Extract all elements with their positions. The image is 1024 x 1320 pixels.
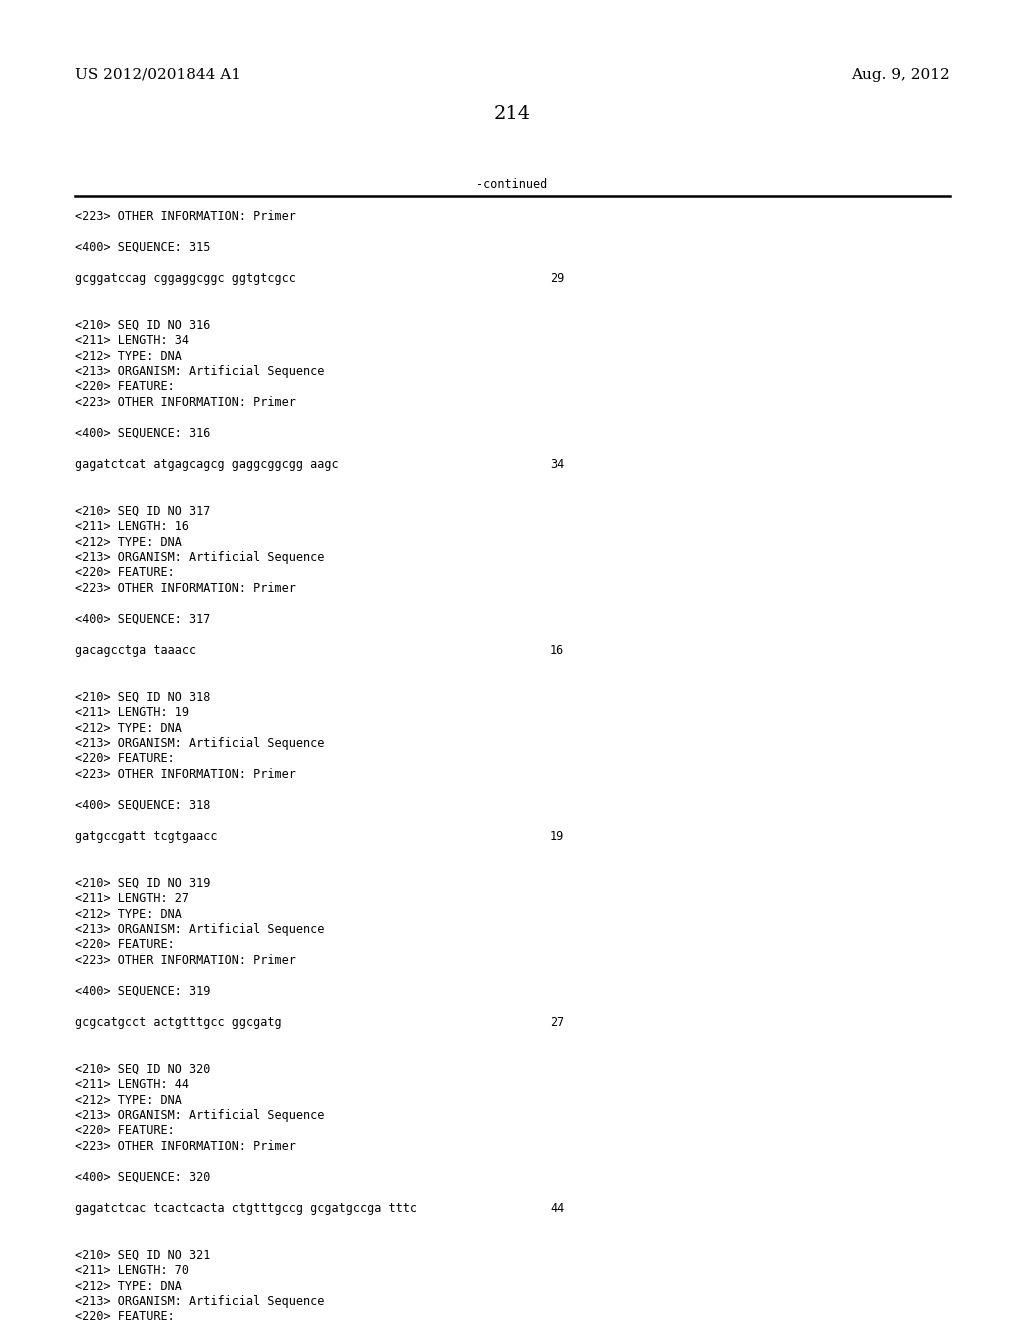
Text: 34: 34 xyxy=(550,458,564,471)
Text: <212> TYPE: DNA: <212> TYPE: DNA xyxy=(75,1279,182,1292)
Text: 44: 44 xyxy=(550,1203,564,1214)
Text: 29: 29 xyxy=(550,272,564,285)
Text: <400> SEQUENCE: 318: <400> SEQUENCE: 318 xyxy=(75,799,210,812)
Text: <210> SEQ ID NO 318: <210> SEQ ID NO 318 xyxy=(75,690,210,704)
Text: <212> TYPE: DNA: <212> TYPE: DNA xyxy=(75,908,182,920)
Text: <211> LENGTH: 44: <211> LENGTH: 44 xyxy=(75,1078,189,1092)
Text: <220> FEATURE:: <220> FEATURE: xyxy=(75,566,175,579)
Text: <211> LENGTH: 16: <211> LENGTH: 16 xyxy=(75,520,189,533)
Text: 27: 27 xyxy=(550,1016,564,1030)
Text: <211> LENGTH: 34: <211> LENGTH: 34 xyxy=(75,334,189,347)
Text: 19: 19 xyxy=(550,830,564,843)
Text: <223> OTHER INFORMATION: Primer: <223> OTHER INFORMATION: Primer xyxy=(75,210,296,223)
Text: <223> OTHER INFORMATION: Primer: <223> OTHER INFORMATION: Primer xyxy=(75,954,296,968)
Text: <223> OTHER INFORMATION: Primer: <223> OTHER INFORMATION: Primer xyxy=(75,582,296,595)
Text: <210> SEQ ID NO 320: <210> SEQ ID NO 320 xyxy=(75,1063,210,1076)
Text: <210> SEQ ID NO 319: <210> SEQ ID NO 319 xyxy=(75,876,210,890)
Text: <213> ORGANISM: Artificial Sequence: <213> ORGANISM: Artificial Sequence xyxy=(75,1109,325,1122)
Text: <213> ORGANISM: Artificial Sequence: <213> ORGANISM: Artificial Sequence xyxy=(75,737,325,750)
Text: <211> LENGTH: 70: <211> LENGTH: 70 xyxy=(75,1265,189,1276)
Text: <223> OTHER INFORMATION: Primer: <223> OTHER INFORMATION: Primer xyxy=(75,1140,296,1152)
Text: <400> SEQUENCE: 319: <400> SEQUENCE: 319 xyxy=(75,985,210,998)
Text: <212> TYPE: DNA: <212> TYPE: DNA xyxy=(75,536,182,549)
Text: <223> OTHER INFORMATION: Primer: <223> OTHER INFORMATION: Primer xyxy=(75,768,296,781)
Text: gagatctcac tcactcacta ctgtttgccg gcgatgccga tttc: gagatctcac tcactcacta ctgtttgccg gcgatgc… xyxy=(75,1203,417,1214)
Text: <213> ORGANISM: Artificial Sequence: <213> ORGANISM: Artificial Sequence xyxy=(75,1295,325,1308)
Text: <400> SEQUENCE: 316: <400> SEQUENCE: 316 xyxy=(75,426,210,440)
Text: <220> FEATURE:: <220> FEATURE: xyxy=(75,752,175,766)
Text: <213> ORGANISM: Artificial Sequence: <213> ORGANISM: Artificial Sequence xyxy=(75,923,325,936)
Text: <212> TYPE: DNA: <212> TYPE: DNA xyxy=(75,722,182,734)
Text: <400> SEQUENCE: 317: <400> SEQUENCE: 317 xyxy=(75,612,210,626)
Text: 16: 16 xyxy=(550,644,564,657)
Text: <210> SEQ ID NO 321: <210> SEQ ID NO 321 xyxy=(75,1249,210,1262)
Text: gcgcatgcct actgtttgcc ggcgatg: gcgcatgcct actgtttgcc ggcgatg xyxy=(75,1016,282,1030)
Text: <220> FEATURE:: <220> FEATURE: xyxy=(75,1311,175,1320)
Text: <211> LENGTH: 19: <211> LENGTH: 19 xyxy=(75,706,189,719)
Text: gcggatccag cggaggcggc ggtgtcgcc: gcggatccag cggaggcggc ggtgtcgcc xyxy=(75,272,296,285)
Text: <220> FEATURE:: <220> FEATURE: xyxy=(75,380,175,393)
Text: Aug. 9, 2012: Aug. 9, 2012 xyxy=(851,69,950,82)
Text: -continued: -continued xyxy=(476,178,548,191)
Text: <220> FEATURE:: <220> FEATURE: xyxy=(75,939,175,952)
Text: gagatctcat atgagcagcg gaggcggcgg aagc: gagatctcat atgagcagcg gaggcggcgg aagc xyxy=(75,458,339,471)
Text: <210> SEQ ID NO 317: <210> SEQ ID NO 317 xyxy=(75,504,210,517)
Text: <210> SEQ ID NO 316: <210> SEQ ID NO 316 xyxy=(75,318,210,331)
Text: <212> TYPE: DNA: <212> TYPE: DNA xyxy=(75,1093,182,1106)
Text: <213> ORGANISM: Artificial Sequence: <213> ORGANISM: Artificial Sequence xyxy=(75,366,325,378)
Text: gatgccgatt tcgtgaacc: gatgccgatt tcgtgaacc xyxy=(75,830,217,843)
Text: <400> SEQUENCE: 320: <400> SEQUENCE: 320 xyxy=(75,1171,210,1184)
Text: gacagcctga taaacc: gacagcctga taaacc xyxy=(75,644,197,657)
Text: <220> FEATURE:: <220> FEATURE: xyxy=(75,1125,175,1138)
Text: <211> LENGTH: 27: <211> LENGTH: 27 xyxy=(75,892,189,906)
Text: <213> ORGANISM: Artificial Sequence: <213> ORGANISM: Artificial Sequence xyxy=(75,550,325,564)
Text: <400> SEQUENCE: 315: <400> SEQUENCE: 315 xyxy=(75,242,210,253)
Text: US 2012/0201844 A1: US 2012/0201844 A1 xyxy=(75,69,241,82)
Text: 214: 214 xyxy=(494,106,530,123)
Text: <212> TYPE: DNA: <212> TYPE: DNA xyxy=(75,350,182,363)
Text: <223> OTHER INFORMATION: Primer: <223> OTHER INFORMATION: Primer xyxy=(75,396,296,409)
